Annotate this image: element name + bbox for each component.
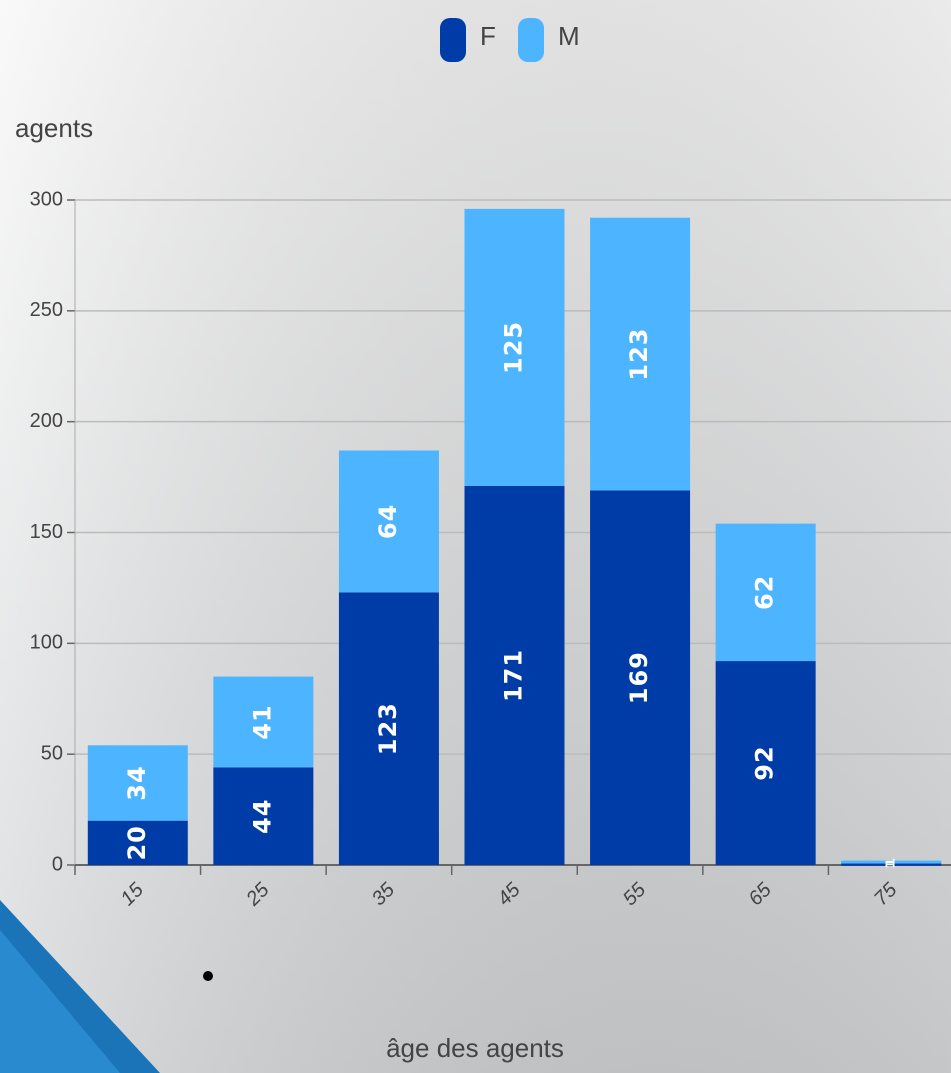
data-label: 64 bbox=[374, 504, 402, 539]
data-label: 169 bbox=[625, 651, 653, 704]
data-label: 171 bbox=[500, 649, 528, 702]
y-axis-label: agents bbox=[15, 113, 93, 143]
bar-segment bbox=[715, 661, 816, 865]
data-label: 92 bbox=[751, 745, 779, 780]
bar-segment bbox=[590, 217, 691, 491]
y-tick-label: 150 bbox=[30, 521, 63, 543]
y-tick-label: 0 bbox=[52, 853, 63, 875]
legend-swatch bbox=[440, 18, 466, 62]
y-tick-label: 250 bbox=[30, 299, 63, 321]
data-label: 41 bbox=[248, 704, 276, 739]
bar-segment bbox=[213, 676, 314, 768]
bar-segment bbox=[338, 592, 439, 865]
bar-segment bbox=[464, 485, 565, 865]
decor-triangle-inner bbox=[0, 930, 120, 1073]
bar-segment bbox=[87, 745, 188, 821]
bar-segment bbox=[87, 820, 188, 865]
bar-segment bbox=[841, 860, 942, 864]
bullet bbox=[203, 971, 213, 981]
bar-segment bbox=[841, 862, 942, 866]
data-label: 62 bbox=[751, 575, 779, 610]
data-label: 1 bbox=[884, 857, 898, 866]
data-label: 44 bbox=[248, 799, 276, 834]
bar-segment bbox=[590, 490, 691, 865]
bar-segment bbox=[213, 767, 314, 865]
x-axis-label: âge des agents bbox=[386, 1033, 564, 1063]
y-tick-label: 300 bbox=[30, 188, 63, 210]
bar-segment bbox=[338, 450, 439, 593]
y-tick-label: 50 bbox=[41, 742, 63, 764]
legend-label: M bbox=[558, 21, 580, 51]
data-label: 34 bbox=[123, 765, 151, 800]
legend-swatch bbox=[518, 18, 544, 62]
legend-label: F bbox=[480, 21, 496, 51]
data-label: 123 bbox=[374, 702, 402, 755]
data-label: 123 bbox=[625, 328, 653, 381]
data-label: 1 bbox=[884, 859, 898, 868]
data-label: 125 bbox=[500, 321, 528, 374]
bar-segment bbox=[715, 523, 816, 662]
y-tick-label: 200 bbox=[30, 410, 63, 432]
bar-segment bbox=[464, 208, 565, 486]
data-label: 20 bbox=[123, 825, 151, 860]
y-tick-label: 100 bbox=[30, 632, 63, 654]
